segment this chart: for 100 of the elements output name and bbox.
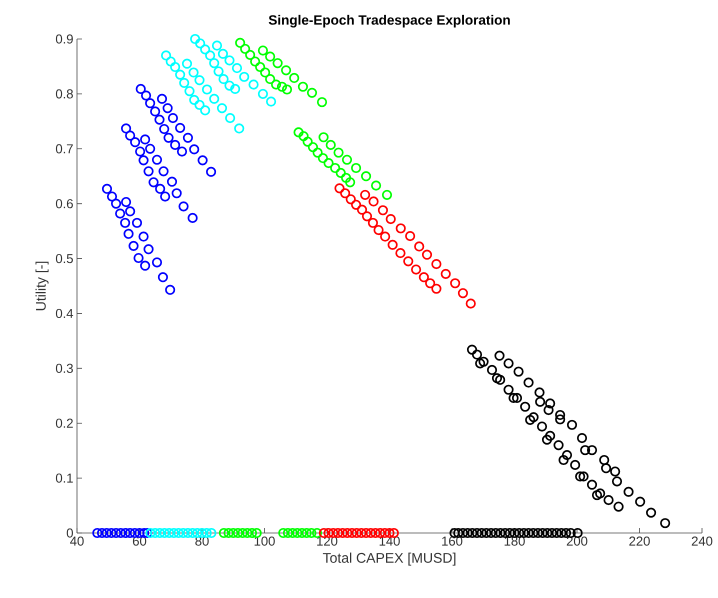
y-tick-label: 0.7: [56, 144, 73, 154]
point: [170, 62, 180, 72]
point: [189, 94, 200, 105]
y-tick-label: 0.2: [56, 418, 73, 428]
y-tick-label: 0.1: [56, 474, 73, 483]
point: [271, 80, 282, 90]
point: [450, 278, 460, 288]
point: [278, 528, 288, 538]
y-axis-title: Utility [-]: [36, 262, 49, 310]
point: [218, 48, 228, 59]
point: [178, 528, 188, 538]
point: [166, 56, 176, 67]
point: [218, 74, 229, 84]
point: [194, 75, 205, 86]
point: [352, 528, 362, 538]
point: [276, 82, 288, 92]
point: [338, 528, 348, 538]
point: [289, 72, 300, 84]
point: [334, 148, 344, 158]
point: [145, 528, 156, 538]
point: [340, 188, 350, 198]
point: [245, 50, 256, 60]
point: [431, 259, 442, 270]
point: [175, 70, 186, 80]
y-tick-label: 0.4: [56, 308, 74, 318]
point: [312, 528, 322, 538]
point: [351, 200, 362, 210]
point: [292, 528, 302, 538]
point: [168, 528, 179, 538]
point: [200, 44, 210, 54]
point: [346, 528, 358, 538]
point: [288, 528, 298, 538]
point: [164, 528, 174, 538]
point: [272, 58, 283, 68]
point: [192, 528, 202, 538]
point: [214, 66, 224, 76]
point: [378, 205, 388, 216]
point: [209, 58, 220, 68]
point: [235, 38, 246, 48]
point: [224, 55, 235, 66]
point: [332, 528, 343, 538]
point: [368, 196, 379, 207]
y-tick-label: 0.5: [56, 254, 73, 264]
point: [318, 153, 328, 164]
point: [418, 272, 429, 282]
point: [218, 528, 229, 538]
point: [431, 284, 442, 294]
point: [395, 248, 406, 258]
point: [362, 211, 372, 222]
point: [386, 214, 396, 224]
point: [224, 528, 234, 538]
point: [258, 88, 268, 99]
point: [425, 278, 436, 288]
point: [248, 80, 259, 90]
point: [212, 40, 222, 51]
point: [184, 86, 195, 96]
point: [179, 78, 190, 88]
point: [250, 56, 260, 67]
point: [294, 127, 304, 138]
point: [380, 232, 390, 242]
point: [265, 74, 276, 84]
chart-title: Single-Epoch Tradespace Exploration: [268, 14, 510, 28]
point: [194, 100, 205, 110]
point: [298, 82, 308, 92]
point: [361, 171, 372, 182]
point: [200, 105, 210, 116]
x-tick-label: 100: [254, 536, 275, 546]
point: [228, 528, 238, 538]
point: [360, 190, 370, 200]
point: [260, 67, 270, 78]
point: [324, 158, 334, 168]
x-tick-label: 40: [70, 536, 84, 546]
x-tick-label: 240: [692, 536, 712, 546]
point: [209, 94, 220, 104]
point: [216, 103, 228, 114]
point: [382, 190, 392, 200]
point: [282, 528, 293, 538]
point: [281, 65, 292, 76]
point: [458, 288, 468, 298]
point: [202, 528, 212, 538]
point: [361, 528, 372, 538]
point: [440, 268, 451, 279]
point: [246, 528, 258, 538]
point: [326, 140, 336, 150]
point: [154, 528, 165, 538]
point: [336, 168, 346, 178]
point: [238, 528, 248, 538]
y-tick-label: 0.8: [56, 89, 73, 98]
point: [234, 123, 244, 134]
point: [282, 84, 292, 95]
point: [240, 44, 250, 54]
point: [414, 241, 424, 252]
point: [266, 96, 276, 107]
point: [265, 52, 276, 62]
point: [255, 62, 266, 72]
point: [230, 84, 240, 94]
y-tick-label: 0: [66, 528, 73, 538]
point: [306, 528, 316, 538]
point: [308, 142, 318, 152]
x-axis-title: Total CAPEX [MUSD]: [322, 552, 456, 566]
